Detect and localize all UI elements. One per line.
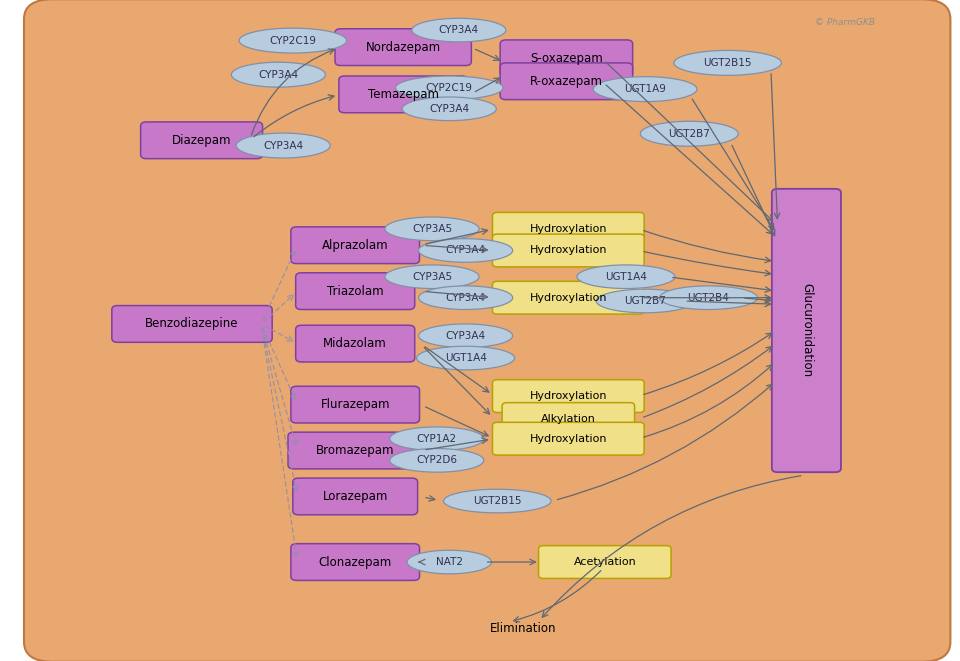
- Text: CYP3A4: CYP3A4: [445, 245, 486, 256]
- Ellipse shape: [239, 28, 347, 53]
- Text: Triazolam: Triazolam: [327, 285, 383, 297]
- FancyBboxPatch shape: [772, 189, 841, 472]
- Text: CYP3A4: CYP3A4: [439, 25, 479, 35]
- Text: Midazolam: Midazolam: [324, 337, 387, 350]
- Text: CYP2C19: CYP2C19: [270, 36, 316, 46]
- Text: Alprazolam: Alprazolam: [322, 239, 389, 252]
- Text: UGT2B15: UGT2B15: [704, 58, 752, 68]
- Ellipse shape: [390, 449, 484, 472]
- Text: CYP2C19: CYP2C19: [426, 83, 472, 93]
- Text: Bromazepam: Bromazepam: [316, 444, 395, 457]
- FancyBboxPatch shape: [288, 432, 422, 469]
- Ellipse shape: [444, 489, 551, 513]
- Text: UGT2B15: UGT2B15: [473, 496, 521, 506]
- FancyBboxPatch shape: [339, 76, 468, 113]
- Ellipse shape: [577, 265, 675, 288]
- Text: Nordazepam: Nordazepam: [366, 40, 441, 54]
- Text: UGT1A4: UGT1A4: [605, 272, 647, 282]
- Ellipse shape: [593, 77, 697, 102]
- Ellipse shape: [402, 97, 496, 120]
- Ellipse shape: [231, 62, 325, 87]
- Text: Hydroxylation: Hydroxylation: [530, 434, 607, 444]
- Ellipse shape: [674, 50, 781, 75]
- FancyBboxPatch shape: [492, 422, 644, 455]
- Ellipse shape: [236, 133, 330, 158]
- Ellipse shape: [419, 324, 513, 348]
- FancyBboxPatch shape: [502, 403, 635, 436]
- Ellipse shape: [385, 217, 479, 241]
- Text: UGT2B4: UGT2B4: [687, 293, 730, 303]
- FancyBboxPatch shape: [291, 543, 420, 580]
- Text: CYP3A4: CYP3A4: [263, 141, 303, 151]
- Ellipse shape: [390, 427, 484, 451]
- Text: Hydroxylation: Hydroxylation: [530, 245, 607, 256]
- Text: Lorazepam: Lorazepam: [323, 490, 388, 503]
- Text: NAT2: NAT2: [436, 557, 463, 567]
- FancyBboxPatch shape: [539, 545, 671, 578]
- Text: © PharmGKB: © PharmGKB: [815, 18, 875, 26]
- Text: Hydroxylation: Hydroxylation: [530, 293, 607, 303]
- Text: S-oxazepam: S-oxazepam: [530, 52, 603, 65]
- Text: Acetylation: Acetylation: [573, 557, 636, 567]
- Text: Alkylation: Alkylation: [540, 414, 596, 424]
- Text: UGT2B7: UGT2B7: [624, 296, 666, 306]
- Text: CYP2D6: CYP2D6: [417, 455, 457, 465]
- Ellipse shape: [385, 265, 479, 288]
- Ellipse shape: [419, 286, 513, 309]
- FancyBboxPatch shape: [24, 0, 950, 661]
- FancyBboxPatch shape: [335, 29, 471, 65]
- FancyBboxPatch shape: [296, 273, 415, 309]
- Text: CYP3A5: CYP3A5: [412, 272, 452, 282]
- Text: Glucuronidation: Glucuronidation: [800, 284, 813, 377]
- Text: Hydroxylation: Hydroxylation: [530, 391, 607, 401]
- FancyBboxPatch shape: [492, 379, 644, 412]
- FancyBboxPatch shape: [492, 234, 644, 267]
- Text: UGT2B7: UGT2B7: [668, 129, 710, 139]
- FancyBboxPatch shape: [291, 386, 420, 423]
- Text: CYP3A4: CYP3A4: [445, 330, 486, 341]
- Text: Temazepam: Temazepam: [368, 88, 439, 101]
- FancyBboxPatch shape: [296, 325, 415, 362]
- FancyBboxPatch shape: [500, 40, 633, 77]
- Ellipse shape: [660, 286, 757, 309]
- Text: CYP3A4: CYP3A4: [429, 104, 469, 114]
- Ellipse shape: [419, 239, 513, 262]
- Ellipse shape: [596, 289, 694, 313]
- FancyBboxPatch shape: [492, 212, 644, 245]
- Ellipse shape: [640, 121, 738, 146]
- Text: R-oxazepam: R-oxazepam: [530, 75, 603, 88]
- Text: CYP3A4: CYP3A4: [258, 69, 299, 80]
- FancyBboxPatch shape: [492, 282, 644, 314]
- Ellipse shape: [417, 346, 515, 370]
- Text: Flurazepam: Flurazepam: [321, 398, 390, 411]
- Ellipse shape: [396, 76, 503, 100]
- Text: Hydroxylation: Hydroxylation: [530, 224, 607, 234]
- Text: CYP1A2: CYP1A2: [417, 434, 457, 444]
- Text: CYP3A5: CYP3A5: [412, 224, 452, 234]
- FancyBboxPatch shape: [500, 63, 633, 100]
- Ellipse shape: [407, 550, 492, 574]
- Text: Benzodiazepine: Benzodiazepine: [145, 317, 239, 330]
- Ellipse shape: [412, 19, 506, 42]
- Text: Clonazepam: Clonazepam: [319, 555, 392, 568]
- Text: CYP3A4: CYP3A4: [445, 293, 486, 303]
- FancyBboxPatch shape: [293, 478, 418, 515]
- FancyBboxPatch shape: [111, 305, 273, 342]
- Text: UGT1A9: UGT1A9: [624, 84, 666, 94]
- Text: Elimination: Elimination: [490, 623, 557, 635]
- Text: UGT1A4: UGT1A4: [444, 353, 487, 363]
- FancyBboxPatch shape: [140, 122, 262, 159]
- FancyBboxPatch shape: [291, 227, 420, 264]
- Text: Diazepam: Diazepam: [172, 134, 231, 147]
